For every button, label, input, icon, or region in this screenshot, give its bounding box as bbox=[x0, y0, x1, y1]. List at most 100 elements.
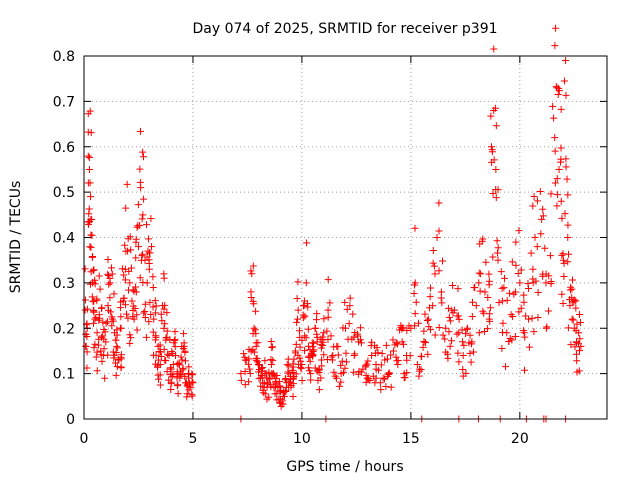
data-point bbox=[476, 287, 484, 295]
data-point bbox=[103, 318, 111, 326]
data-point bbox=[122, 204, 130, 212]
data-point bbox=[119, 297, 127, 305]
data-point bbox=[93, 329, 101, 337]
data-point bbox=[459, 366, 467, 374]
data-point bbox=[559, 300, 567, 308]
data-point bbox=[338, 357, 346, 365]
data-point bbox=[572, 304, 580, 312]
data-point bbox=[463, 325, 471, 333]
data-point bbox=[260, 379, 268, 387]
data-point bbox=[155, 348, 163, 356]
data-point bbox=[539, 205, 547, 213]
data-point bbox=[108, 315, 116, 323]
data-point bbox=[296, 354, 304, 362]
data-point bbox=[529, 202, 537, 210]
data-point bbox=[164, 350, 172, 358]
data-point bbox=[545, 272, 553, 280]
data-point bbox=[554, 191, 562, 199]
data-point bbox=[86, 107, 94, 115]
data-point bbox=[237, 376, 245, 384]
data-point bbox=[137, 184, 145, 192]
data-point bbox=[157, 310, 165, 318]
data-point bbox=[516, 279, 524, 287]
data-point bbox=[561, 210, 569, 218]
data-point bbox=[326, 299, 334, 307]
data-point bbox=[454, 312, 462, 320]
data-point bbox=[149, 273, 157, 281]
data-point bbox=[333, 342, 341, 350]
data-point bbox=[391, 341, 399, 349]
data-point bbox=[297, 365, 305, 373]
data-point bbox=[83, 364, 91, 372]
data-point bbox=[167, 365, 175, 373]
data-point bbox=[533, 243, 541, 251]
data-point bbox=[301, 332, 309, 340]
data-point bbox=[553, 175, 561, 183]
data-point bbox=[90, 344, 98, 352]
axis-ticks: 0 0.1 0.2 0.3 0.4 0.5 0.6 0.7 0.8 0 5 10 15 20 bbox=[53, 49, 607, 447]
data-point bbox=[485, 277, 493, 285]
data-point bbox=[525, 315, 533, 323]
data-point bbox=[520, 291, 528, 299]
data-point bbox=[447, 337, 455, 345]
data-point bbox=[265, 374, 273, 382]
data-point bbox=[132, 235, 140, 243]
data-point bbox=[138, 215, 146, 223]
data-point bbox=[487, 112, 495, 120]
data-point bbox=[294, 306, 302, 314]
data-point bbox=[156, 371, 164, 379]
data-point bbox=[127, 246, 135, 254]
data-point bbox=[133, 311, 141, 319]
data-point bbox=[180, 330, 188, 338]
data-point bbox=[303, 239, 311, 247]
data-point bbox=[376, 379, 384, 387]
data-point bbox=[87, 129, 95, 137]
data-point bbox=[569, 316, 577, 324]
data-point bbox=[475, 329, 483, 337]
data-point bbox=[410, 290, 418, 298]
data-point bbox=[539, 212, 547, 220]
data-point bbox=[444, 304, 452, 312]
data-point bbox=[348, 335, 356, 343]
data-point bbox=[411, 322, 419, 330]
data-point bbox=[285, 370, 293, 378]
data-point bbox=[136, 127, 144, 135]
data-point bbox=[374, 349, 382, 357]
data-point bbox=[442, 324, 450, 332]
data-point bbox=[426, 284, 434, 292]
data-point bbox=[156, 348, 164, 356]
data-point bbox=[525, 343, 533, 351]
data-point bbox=[576, 335, 584, 343]
data-point bbox=[126, 233, 134, 241]
data-point bbox=[398, 338, 406, 346]
data-point bbox=[495, 298, 503, 306]
data-point bbox=[506, 335, 514, 343]
data-point bbox=[311, 324, 319, 332]
data-point bbox=[147, 310, 155, 318]
data-point bbox=[532, 277, 540, 285]
y-tick-label: 0.7 bbox=[53, 94, 75, 110]
data-point bbox=[265, 393, 273, 401]
data-point bbox=[140, 309, 148, 317]
data-point bbox=[364, 357, 372, 365]
data-point bbox=[538, 215, 546, 223]
data-point bbox=[150, 315, 158, 323]
data-point bbox=[411, 279, 419, 287]
data-point bbox=[567, 283, 575, 291]
data-point bbox=[278, 397, 286, 405]
data-point bbox=[566, 302, 574, 310]
data-point bbox=[306, 357, 314, 365]
data-point bbox=[160, 345, 168, 353]
data-point bbox=[171, 328, 179, 336]
data-point bbox=[139, 250, 147, 258]
data-point bbox=[498, 284, 506, 292]
y-tick-label: 0.5 bbox=[53, 185, 75, 201]
data-point bbox=[307, 370, 315, 378]
data-point bbox=[174, 381, 182, 389]
data-point bbox=[475, 279, 483, 287]
x-axis-label: GPS time / hours bbox=[286, 459, 403, 475]
data-point bbox=[299, 314, 307, 322]
data-point bbox=[87, 193, 95, 201]
data-point bbox=[140, 153, 148, 161]
data-point bbox=[431, 331, 439, 339]
